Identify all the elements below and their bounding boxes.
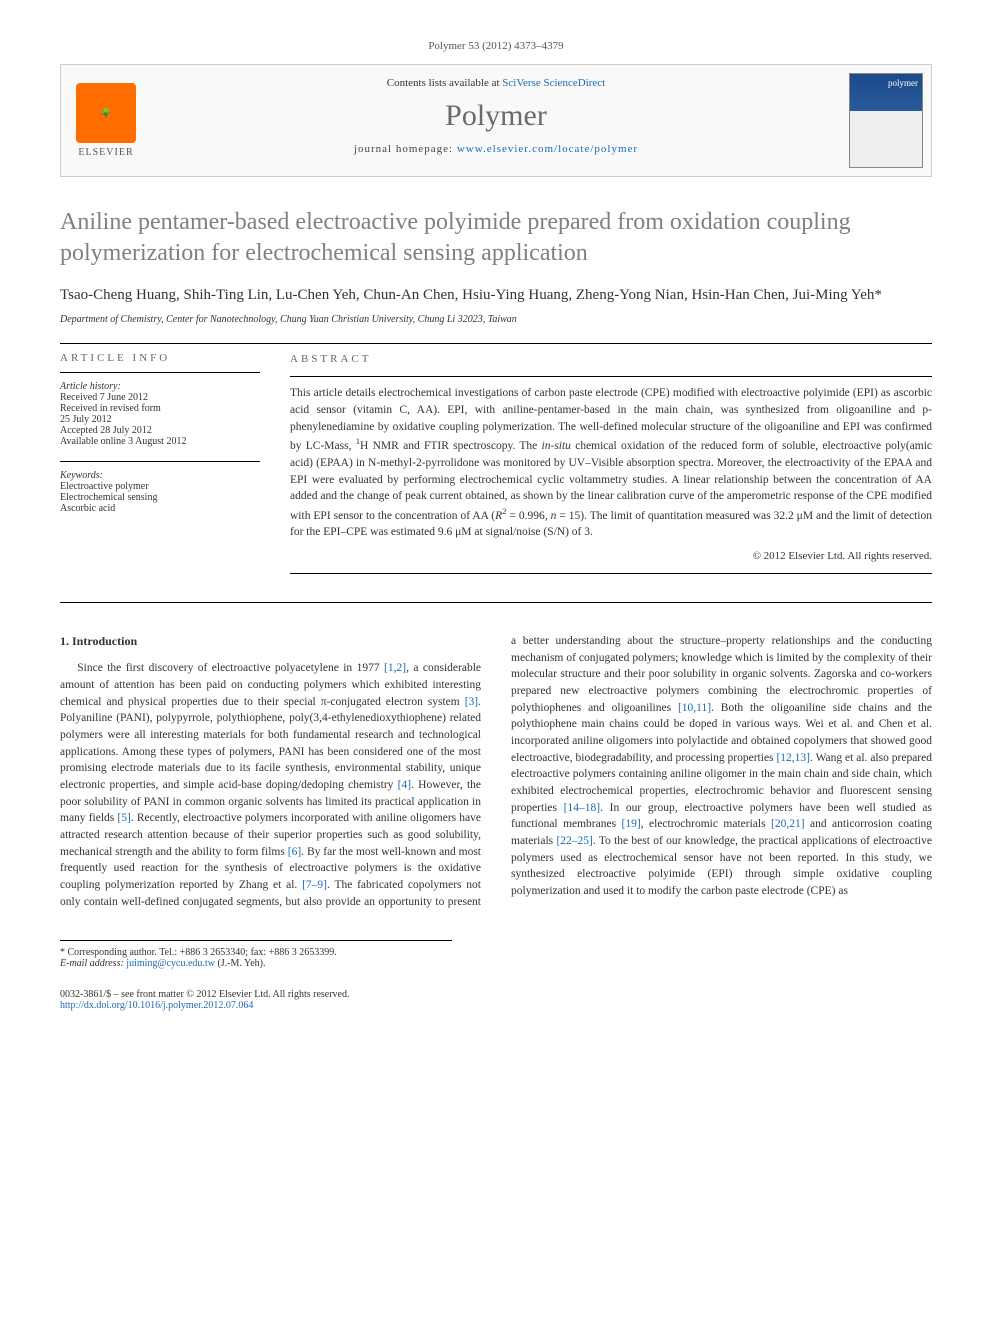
- doi-link[interactable]: http://dx.doi.org/10.1016/j.polymer.2012…: [60, 1000, 253, 1011]
- intro-paragraph: Since the first discovery of electroacti…: [60, 633, 932, 910]
- article-title: Aniline pentamer-based electroactive pol…: [60, 207, 932, 269]
- text-run: Since the first discovery of electroacti…: [77, 662, 384, 674]
- footer-left: 0032-3861/$ – see front matter © 2012 El…: [60, 989, 496, 1011]
- history-label: Article history:: [60, 381, 260, 392]
- ref-link[interactable]: [20,21]: [771, 818, 805, 830]
- email-label: E-mail address:: [60, 958, 126, 969]
- citation-line: Polymer 53 (2012) 4373–4379: [60, 40, 932, 52]
- contents-available: Contents lists available at SciVerse Sci…: [161, 77, 831, 89]
- text-run: polymerization reported by Zhang et al.: [105, 879, 302, 891]
- author-list: Tsao-Cheng Huang, Shih-Ting Lin, Lu-Chen…: [60, 287, 932, 304]
- email-suffix: (J.-M. Yeh).: [215, 958, 266, 969]
- ref-link[interactable]: [12,13]: [776, 752, 810, 764]
- homepage-prefix: journal homepage:: [354, 143, 457, 155]
- ref-link[interactable]: [7–9]: [302, 879, 327, 891]
- corr-author: * Corresponding author. Tel.: +886 3 265…: [60, 947, 452, 958]
- history-line: 25 July 2012: [60, 414, 260, 425]
- journal-header: 🌳 ELSEVIER Contents lists available at S…: [60, 64, 932, 177]
- ref-link[interactable]: [19]: [622, 818, 641, 830]
- insitu-italic: in-situ: [542, 440, 571, 452]
- abstract-part: = 0.996,: [506, 510, 550, 522]
- ref-link[interactable]: [6]: [288, 846, 301, 858]
- ref-link[interactable]: [14–18]: [564, 802, 600, 814]
- keyword: Electroactive polymer: [60, 481, 260, 492]
- issn-line: 0032-3861/$ – see front matter © 2012 El…: [60, 989, 496, 1000]
- abstract-heading: ABSTRACT: [290, 352, 932, 368]
- text-run: , electrochromic materials: [641, 818, 771, 830]
- corresponding-author-footnote: * Corresponding author. Tel.: +886 3 265…: [60, 940, 452, 969]
- contents-prefix: Contents lists available at: [387, 77, 502, 89]
- history-line: Accepted 28 July 2012: [60, 425, 260, 436]
- article-info-heading: ARTICLE INFO: [60, 352, 260, 364]
- history-line: Received in revised form: [60, 403, 260, 414]
- text-run: . Polyaniline (PANI), polypyrrole, polyt…: [60, 696, 481, 791]
- ref-link[interactable]: [22–25]: [556, 835, 592, 847]
- ref-link[interactable]: [1,2]: [384, 662, 406, 674]
- homepage-link[interactable]: www.elsevier.com/locate/polymer: [457, 143, 638, 155]
- sciencedirect-link[interactable]: SciVerse ScienceDirect: [502, 77, 605, 89]
- abstract-text: This article details electrochemical inv…: [290, 385, 932, 541]
- publisher-name: ELSEVIER: [78, 147, 133, 158]
- history-line: Available online 3 August 2012: [60, 436, 260, 447]
- journal-cover: [841, 65, 931, 176]
- abstract-panel: ABSTRACT This article details electroche…: [290, 352, 932, 582]
- keyword: Electrochemical sensing: [60, 492, 260, 503]
- ref-link[interactable]: [10,11]: [678, 702, 711, 714]
- article-info-panel: ARTICLE INFO Article history: Received 7…: [60, 352, 260, 582]
- keywords-label: Keywords:: [60, 470, 260, 481]
- journal-title: Polymer: [161, 99, 831, 133]
- keyword: Ascorbic acid: [60, 503, 260, 514]
- abstract-copyright: © 2012 Elsevier Ltd. All rights reserved…: [290, 549, 932, 565]
- ref-link[interactable]: [3]: [465, 696, 478, 708]
- abstract-part: H NMR and FTIR spectroscopy. The: [360, 440, 542, 452]
- article-body: 1. Introduction Since the first discover…: [60, 633, 932, 910]
- history-line: Received 7 June 2012: [60, 392, 260, 403]
- ref-link[interactable]: [4]: [398, 779, 411, 791]
- ref-link[interactable]: [5]: [117, 812, 130, 824]
- elsevier-tree-icon: 🌳: [76, 83, 136, 143]
- email-link[interactable]: juiming@cycu.edu.tw: [126, 958, 215, 969]
- intro-heading: 1. Introduction: [60, 633, 481, 650]
- journal-homepage: journal homepage: www.elsevier.com/locat…: [161, 143, 831, 155]
- cover-thumbnail-icon: [849, 73, 923, 168]
- publisher-logo: 🌳 ELSEVIER: [61, 65, 151, 176]
- affiliation: Department of Chemistry, Center for Nano…: [60, 314, 932, 325]
